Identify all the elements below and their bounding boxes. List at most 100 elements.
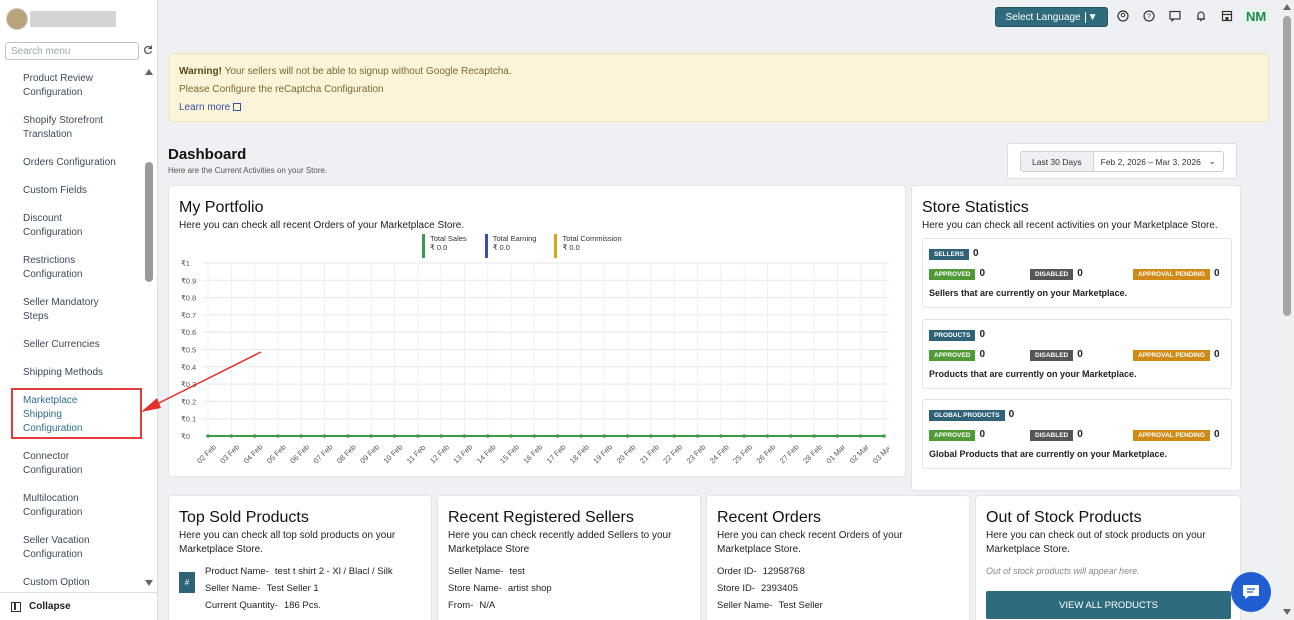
sidebar-item[interactable]: Custom Fields	[23, 185, 87, 196]
view-all-products-button[interactable]: VIEW ALL PRODUCTS	[986, 591, 1231, 619]
y-tick-label: ₹0.2	[181, 397, 196, 406]
data-point[interactable]	[253, 434, 257, 438]
page-scroll-up-icon[interactable]	[1283, 4, 1291, 10]
sidebar-item[interactable]: Seller Mandatory Steps	[23, 297, 99, 322]
chat-support-button[interactable]	[1231, 572, 1271, 612]
user-initials-avatar[interactable]: NM	[1243, 7, 1270, 26]
learn-more-link[interactable]: Learn more	[179, 102, 231, 113]
collapse-button[interactable]: Collapse	[0, 592, 157, 620]
date-range-selector[interactable]: Last 30 Days Feb 2, 2026 – Mar 3, 2026 ⌄	[1020, 151, 1224, 172]
page-scroll-down-icon[interactable]	[1283, 609, 1291, 615]
x-tick-label: 08 Feb	[335, 443, 358, 466]
data-point[interactable]	[649, 434, 653, 438]
portfolio-card: My Portfolio Here you can check all rece…	[141, 185, 906, 477]
sidebar-item[interactable]: Restrictions Configuration	[23, 255, 83, 280]
sidebar-item[interactable]: Shipping Methods	[23, 367, 104, 378]
disabled-badge[interactable]: Disabled	[1030, 350, 1074, 361]
legend-item[interactable]: Total Earning ₹ 0.0	[484, 234, 536, 258]
data-point[interactable]	[789, 434, 793, 438]
data-point[interactable]	[299, 434, 303, 438]
data-point[interactable]	[439, 434, 443, 438]
disabled-count: 0	[1077, 429, 1083, 440]
select-language-button[interactable]: Select Language ▼	[995, 7, 1108, 27]
data-point[interactable]	[742, 434, 746, 438]
data-point[interactable]	[765, 434, 770, 438]
sidebar-item[interactable]: Marketplace Shipping Configuration	[23, 395, 83, 434]
external-link-icon[interactable]	[233, 103, 242, 111]
data-point[interactable]	[322, 434, 327, 438]
x-tick-label: 01 Mar	[824, 442, 847, 465]
data-point[interactable]	[602, 434, 606, 438]
pending-badge[interactable]: Approval Pending	[1133, 430, 1210, 441]
data-point[interactable]	[672, 434, 676, 438]
chat-message-icon[interactable]	[1169, 10, 1181, 22]
data-point[interactable]	[229, 434, 233, 438]
menu-search-input[interactable]	[5, 42, 139, 60]
bell-icon[interactable]	[1195, 10, 1207, 22]
data-point[interactable]	[812, 434, 816, 438]
data-point[interactable]	[276, 434, 280, 438]
data-point[interactable]	[625, 434, 630, 438]
data-point[interactable]	[579, 434, 583, 438]
chevron-down-icon[interactable]: ⌄	[1208, 157, 1216, 166]
page-scroll-thumb[interactable]	[1283, 16, 1291, 316]
approved-badge[interactable]: Approved	[929, 350, 976, 361]
data-point[interactable]	[509, 434, 513, 438]
select-language-label: Select Language	[1005, 11, 1081, 23]
data-point[interactable]	[392, 434, 397, 438]
page-scrollbar[interactable]	[1280, 0, 1294, 620]
data-point[interactable]	[416, 434, 420, 438]
approved-badge[interactable]: Approved	[929, 269, 976, 280]
data-point[interactable]	[835, 434, 839, 438]
detail-row: Order ID- 12958768	[717, 563, 959, 580]
disabled-badge[interactable]: Disabled	[1030, 269, 1074, 280]
legend-item[interactable]: Total Commission ₹ 0.0	[554, 234, 622, 258]
data-point[interactable]	[556, 434, 560, 438]
sidebar-item[interactable]: Discount Configuration	[23, 213, 83, 238]
data-point[interactable]	[532, 434, 536, 438]
scroll-down-arrow-icon[interactable]	[145, 580, 153, 586]
date-preset-label[interactable]: Last 30 Days	[1021, 152, 1094, 171]
data-point[interactable]	[882, 434, 886, 438]
data-point[interactable]	[462, 434, 467, 438]
data-point[interactable]	[346, 434, 350, 438]
sidebar-item[interactable]: Multilocation Configuration	[23, 493, 83, 518]
disabled-badge[interactable]: Disabled	[1030, 430, 1074, 441]
data-point[interactable]	[719, 434, 723, 438]
detail-key: Store Name-	[448, 583, 502, 594]
detail-value: test	[509, 566, 525, 577]
legend-item[interactable]: Total Sales ₹ 0.0	[422, 234, 467, 258]
data-point[interactable]	[486, 434, 490, 438]
refresh-icon[interactable]	[143, 45, 153, 55]
stat-total: 0	[972, 248, 979, 259]
store-icon[interactable]	[1221, 10, 1233, 22]
legend-value: ₹ 0.0	[562, 243, 580, 252]
sidebar-item[interactable]: Seller Vacation Configuration	[23, 535, 90, 560]
sidebar-item[interactable]: Custom Option Configuration	[23, 577, 90, 588]
y-tick-label: ₹0.6	[181, 328, 196, 337]
scroll-up-arrow-icon[interactable]	[145, 69, 153, 75]
store-avatar[interactable]	[6, 8, 28, 30]
legend-value: ₹ 0.0	[492, 243, 510, 252]
sidebar-item[interactable]: Orders Configuration	[23, 157, 116, 168]
pending-badge[interactable]: Approval Pending	[1133, 350, 1210, 361]
disabled-count: 0	[1077, 349, 1083, 360]
sidebar-scrollbar[interactable]	[145, 66, 154, 590]
page-title: Dashboard	[168, 146, 247, 163]
sidebar-item[interactable]: Shopify Storefront Translation	[23, 115, 104, 140]
data-point[interactable]	[859, 434, 863, 438]
sidebar-item[interactable]: Product Review Configuration	[23, 73, 94, 98]
data-point[interactable]	[695, 434, 700, 438]
y-tick-label: ₹0.4	[181, 363, 196, 372]
pending-badge[interactable]: Approval Pending	[1133, 269, 1210, 280]
data-point[interactable]	[206, 434, 210, 438]
detail-key: Seller Name-	[448, 566, 504, 577]
sidebar-item[interactable]: Seller Currencies	[23, 339, 100, 350]
help-icon[interactable]: ?	[1143, 10, 1155, 22]
user-icon[interactable]	[1117, 10, 1129, 22]
approved-badge[interactable]: Approved	[929, 430, 976, 441]
out-of-stock-title: Out of Stock Products	[986, 509, 1142, 526]
sidebar-scroll-thumb[interactable]	[145, 162, 153, 282]
sidebar-item[interactable]: Connector Configuration	[23, 451, 83, 476]
data-point[interactable]	[369, 434, 373, 438]
